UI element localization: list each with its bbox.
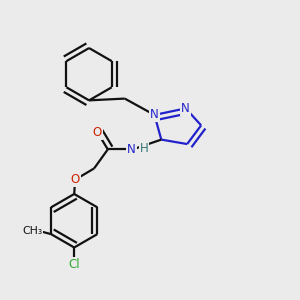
Text: N: N: [127, 143, 136, 156]
Text: CH₃: CH₃: [22, 226, 42, 236]
Text: O: O: [93, 126, 102, 139]
Text: H: H: [140, 142, 148, 155]
Text: N: N: [181, 102, 190, 115]
Text: Cl: Cl: [68, 258, 80, 271]
Text: N: N: [150, 108, 159, 122]
Text: O: O: [70, 173, 80, 186]
